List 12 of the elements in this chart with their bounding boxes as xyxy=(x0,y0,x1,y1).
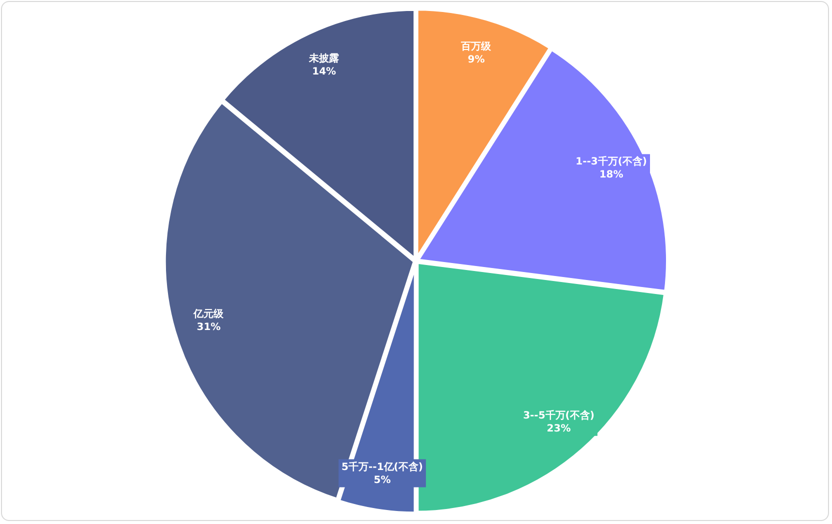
slice-label: 5千万--1亿(不含) xyxy=(342,460,423,473)
slice-label: 百万级 xyxy=(460,40,492,52)
data-label: 5% xyxy=(374,474,391,486)
slice-label: 亿元级 xyxy=(192,308,225,320)
data-label: 31% xyxy=(196,322,221,333)
data-label: 14% xyxy=(312,66,336,78)
data-label: 9% xyxy=(468,54,485,66)
slice-label: 1--3千万(不含) xyxy=(576,156,647,168)
data-label: 23% xyxy=(546,424,571,435)
slice-label: 3--5千万(不含) xyxy=(523,410,594,422)
data-label: 18% xyxy=(599,170,624,181)
slice-label: 未披露 xyxy=(308,52,340,64)
